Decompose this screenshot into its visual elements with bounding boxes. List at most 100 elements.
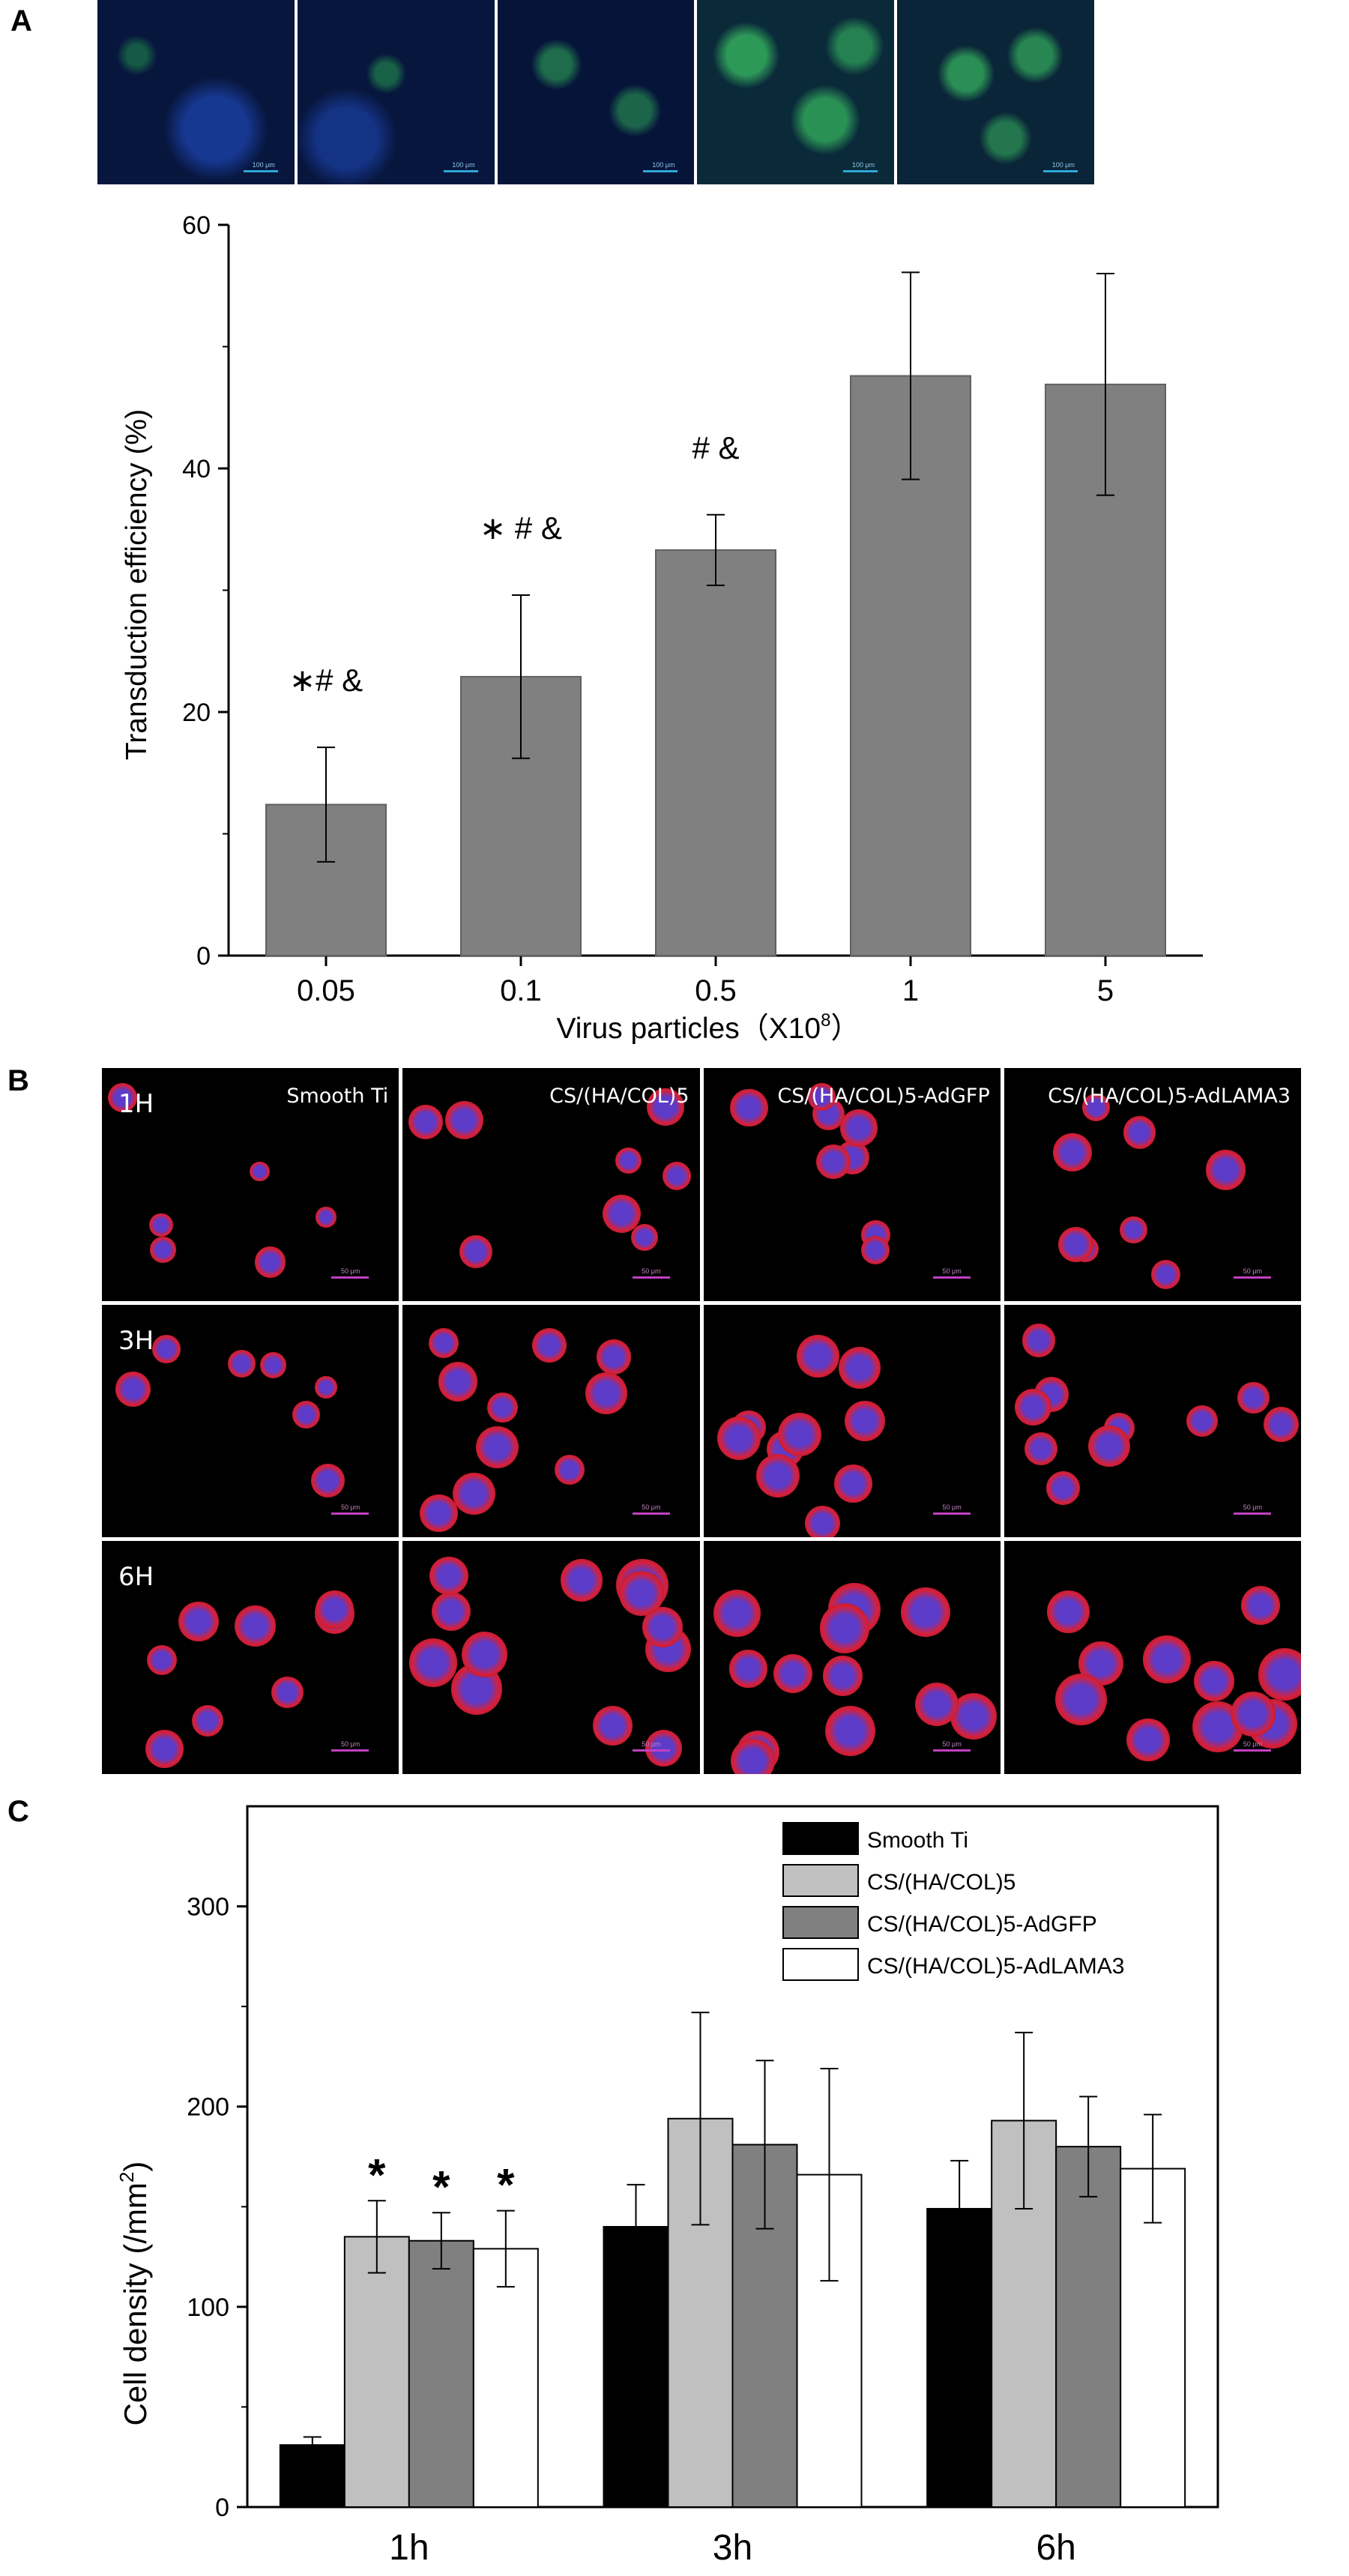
cell — [730, 1738, 775, 1774]
scale-bar-label: 50 μm — [642, 1503, 661, 1512]
cell — [438, 1361, 478, 1402]
scale-bar-label: 50 μm — [942, 1740, 962, 1748]
x-tick-label: 6h — [1036, 2528, 1075, 2568]
micrograph-a5: 100 μm — [897, 0, 1094, 184]
scale-bar-label: 50 μm — [341, 1740, 360, 1748]
y-tick-label: 0 — [196, 942, 211, 971]
cell — [822, 1655, 863, 1696]
micrograph-grid-b: 1H Smooth Ti 50 μm CS/(HA/COL)5 50 μm CS/(HA/… — [102, 1068, 1301, 1774]
scale-bar-label: 50 μm — [341, 1267, 360, 1275]
micrograph-b-1h-4: CS/(HA/COL)5-AdLAMA3 50 μm — [1004, 1068, 1301, 1301]
scale-bar — [932, 1276, 971, 1279]
row-label: 3H — [118, 1325, 154, 1356]
cell — [462, 1631, 507, 1677]
significance-annotation: * — [497, 2160, 515, 2210]
micrograph-b-1h-1: 1H Smooth Ti 50 μm — [102, 1068, 399, 1301]
scale-bar — [632, 1512, 670, 1515]
panel-label-c: C — [7, 1795, 29, 1828]
cell — [150, 1237, 176, 1263]
cell — [1058, 1227, 1094, 1263]
bar — [1055, 2146, 1122, 2508]
micrograph-a2: 100 μm — [297, 0, 495, 184]
cell — [476, 1426, 519, 1469]
legend-label: CS/(HA/COL)5-AdGFP — [867, 1912, 1097, 1937]
legend-label: CS/(HA/COL)5 — [867, 1870, 1015, 1895]
scale-bar-label: 100 μm — [1051, 161, 1075, 169]
cell — [1082, 1093, 1110, 1121]
column-label: CS/(HA/COL)5-AdLAMA3 — [1048, 1085, 1291, 1108]
scale-bar — [1234, 1512, 1271, 1515]
legend-swatch — [782, 1948, 859, 1981]
x-tick-label: 1h — [389, 2528, 429, 2568]
cell — [1123, 1116, 1156, 1150]
x-tick-label: 5 — [1097, 974, 1114, 1007]
scale-bar — [331, 1276, 369, 1279]
legend-swatch — [782, 1822, 859, 1855]
panel-label-a: A — [10, 4, 32, 37]
scale-bar — [1234, 1276, 1271, 1279]
scale-bar — [932, 1749, 971, 1752]
scale-bar-label: 100 μm — [652, 161, 675, 169]
scale-bar — [643, 170, 678, 172]
cell — [1045, 1471, 1081, 1506]
scale-bar — [443, 170, 478, 172]
scale-bar-label: 50 μm — [1243, 1267, 1262, 1275]
cell — [1205, 1150, 1246, 1190]
x-tick-label: 3h — [713, 2528, 752, 2568]
cell — [1024, 1432, 1058, 1466]
cell — [408, 1104, 444, 1139]
cell — [1021, 1324, 1056, 1357]
cell — [459, 1234, 493, 1268]
cell — [824, 1705, 876, 1757]
y-tick-label: 300 — [187, 1893, 229, 1922]
scale-bar-label: 50 μm — [942, 1503, 962, 1512]
cell — [152, 1335, 181, 1363]
cell — [713, 1590, 761, 1637]
micrograph-b-1h-3: CS/(HA/COL)5-AdGFP 50 μm — [703, 1068, 1001, 1301]
scale-bar — [632, 1276, 670, 1279]
x-tick-label: 0.1 — [500, 974, 542, 1007]
cell — [1120, 1216, 1147, 1243]
cell — [729, 1650, 767, 1688]
cell — [1264, 1406, 1300, 1443]
cell — [292, 1401, 320, 1429]
cell — [315, 1376, 337, 1399]
column-label: CS/(HA/COL)5 — [549, 1085, 689, 1108]
y-tick-label: 0 — [215, 2494, 229, 2522]
scale-bar — [843, 170, 878, 172]
row-label: 6H — [118, 1562, 154, 1593]
bar — [655, 549, 776, 956]
y-tick-label: 60 — [182, 211, 211, 240]
cell — [834, 1465, 872, 1503]
cell — [227, 1350, 256, 1378]
cell — [1055, 1673, 1108, 1726]
cell — [428, 1327, 459, 1358]
cell — [554, 1455, 585, 1485]
cell — [596, 1339, 632, 1375]
bar — [926, 2207, 993, 2508]
cell — [149, 1213, 173, 1237]
cell — [840, 1109, 878, 1147]
micrograph-b-3h-1: 3H 50 μm — [102, 1304, 399, 1538]
cell — [108, 1083, 138, 1113]
chart-a-xlabel: Virus particles（X108） — [557, 1010, 860, 1045]
significance-annotation: * — [368, 2150, 386, 2200]
cell — [717, 1416, 761, 1460]
micrograph-b-3h-3: 50 μm — [703, 1304, 1001, 1538]
cell — [900, 1587, 951, 1638]
cell — [178, 1601, 220, 1642]
cell — [1126, 1718, 1170, 1762]
cell — [310, 1463, 345, 1497]
cell — [844, 1400, 885, 1442]
cell — [1186, 1405, 1219, 1437]
cell — [592, 1706, 633, 1746]
cell — [453, 1472, 495, 1515]
cell — [645, 1730, 682, 1767]
cell — [730, 1088, 768, 1127]
column-label: Smooth Ti — [286, 1085, 389, 1108]
panel-label-b: B — [7, 1064, 29, 1097]
significance-annotation: * — [432, 2162, 450, 2212]
y-tick-label: 20 — [182, 699, 211, 727]
x-tick-label: 0.05 — [297, 974, 355, 1007]
cell — [260, 1351, 287, 1378]
